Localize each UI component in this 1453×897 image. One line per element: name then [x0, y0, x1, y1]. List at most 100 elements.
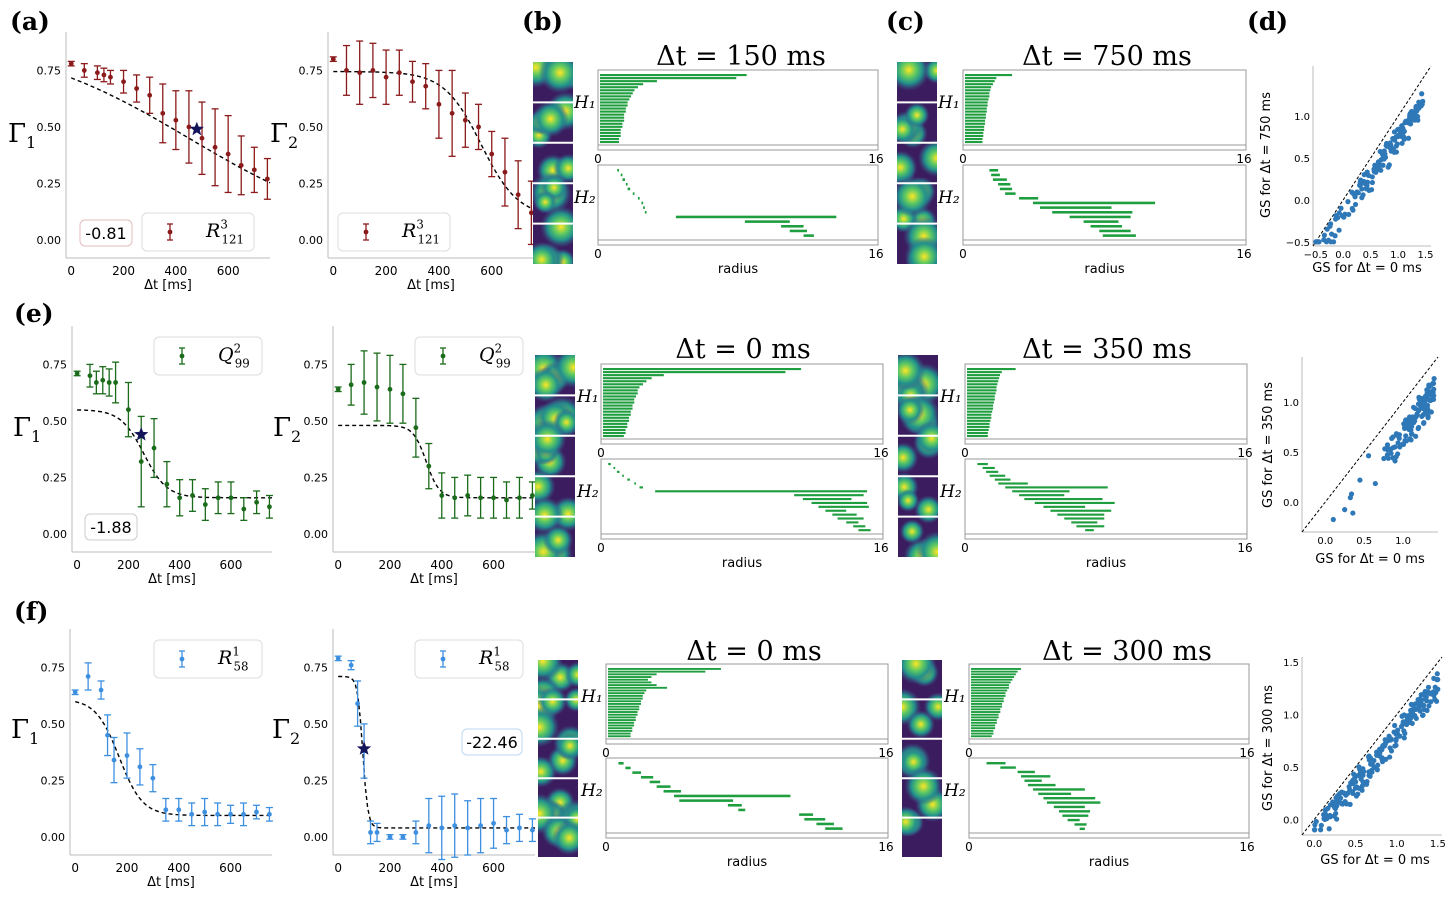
scatter-point: [1426, 703, 1432, 709]
scatter-point: [1366, 187, 1372, 193]
scatter-point: [1388, 736, 1394, 742]
tile-blob: [533, 100, 569, 138]
scatter-point: [1411, 109, 1417, 115]
h2-bar: [1000, 766, 1016, 769]
h1-bar: [603, 386, 640, 389]
y-tick-label: 0.00: [41, 831, 66, 844]
scatter-point: [1357, 477, 1363, 483]
scatter-point: [1388, 748, 1395, 754]
legend-marker-point: [440, 353, 446, 359]
data-point: [361, 380, 367, 385]
chart-e_b: Δt = 0 ms 0 16 0 16 radius H₁ H₂: [576, 334, 889, 571]
h2-bar: [1069, 215, 1131, 219]
scatter-point: [1312, 822, 1318, 828]
x-tick-label: 1.0: [1390, 250, 1406, 261]
y-axis-label: Γ1: [8, 119, 36, 152]
h1-label: H₁: [939, 387, 962, 407]
h2-frame: [968, 757, 1250, 839]
h1-xtick: 16: [873, 446, 888, 460]
chart-d1: −0.50.00.51.0−0.5 0.0 0.5 1.0 1.5GS for Δt =…: [1259, 65, 1433, 276]
h1-bar: [967, 377, 1000, 380]
h2-bar: [1046, 801, 1101, 804]
x-axis-label: Δt [ms]: [147, 875, 195, 890]
scatter-point: [1372, 163, 1378, 169]
y-tick-label: 0.0: [1283, 498, 1299, 509]
h2-bar: [738, 808, 746, 812]
h1-bar: [965, 122, 986, 125]
tile-blob: [533, 190, 557, 214]
data-point: [436, 101, 442, 107]
scatter-point: [1408, 431, 1415, 437]
radius-label: radius: [718, 262, 758, 277]
chart-a2: 0.00 0.25 0.50 0.75 0 200 400 600 Δt [ms] Γ2 R3 121: [270, 32, 535, 293]
legend-marker-point: [179, 353, 185, 359]
h2-label: H₂: [580, 781, 603, 801]
h1-bar: [608, 735, 631, 738]
h2-bar: [1083, 220, 1119, 223]
h1-bar: [967, 431, 988, 435]
h1-bar: [603, 380, 647, 383]
h2-frame: [597, 164, 879, 246]
data-point: [241, 811, 246, 817]
data-point: [108, 74, 113, 80]
data-point: [199, 135, 205, 141]
h1-bar: [967, 416, 992, 419]
h1-bar: [608, 727, 633, 730]
scatter-point: [1414, 113, 1420, 119]
scatter-point: [1397, 733, 1403, 739]
h1-bar: [971, 724, 996, 727]
star-marker: [189, 121, 204, 136]
x-tick-label: 1.0: [1395, 536, 1411, 547]
scatter-point: [1369, 179, 1375, 186]
h1-label: H₁: [573, 93, 596, 113]
legend-box: [153, 336, 263, 376]
scatter-point: [1408, 437, 1414, 443]
x-axis-label: GS for Δt = 0 ms: [1312, 261, 1422, 276]
x-tick-label: 0: [73, 558, 81, 572]
h1-bar: [967, 389, 997, 392]
data-point: [348, 382, 354, 388]
scatter-point: [1356, 764, 1362, 770]
scatter-point: [1419, 413, 1425, 420]
scatter-point: [1418, 692, 1424, 698]
data-point: [202, 809, 208, 815]
x-tick-label: 0: [71, 861, 79, 875]
scatter-point: [1347, 495, 1353, 501]
h2-bar: [656, 785, 671, 788]
h1-bar: [965, 128, 985, 131]
h1-label: H₁: [937, 93, 960, 113]
chart-f_c: Δt = 300 ms 0 16 0 16 radius H₁ H₂: [943, 636, 1255, 870]
h1-bar: [965, 107, 987, 110]
y-tick-label: 0.0: [1283, 815, 1299, 826]
h2-xtick: 16: [1236, 247, 1251, 261]
scatter-point: [1350, 790, 1356, 797]
h1-bar: [971, 670, 1018, 673]
h1-bar: [965, 95, 990, 98]
data-point: [478, 823, 484, 829]
image-tiles-c: [897, 62, 937, 264]
y-axis-label: GS for Δt = 750 ms: [1259, 92, 1274, 218]
h1-bar: [600, 134, 621, 137]
data-point: [202, 502, 208, 507]
h1-bar: [600, 131, 621, 134]
h2-frame: [600, 458, 884, 540]
h1-bar: [600, 110, 626, 113]
scatter-point: [1335, 215, 1341, 221]
h2-bar: [1019, 494, 1065, 497]
scatter-point: [1414, 412, 1420, 418]
data-point: [105, 732, 110, 738]
y-tick-label: 0.00: [299, 234, 324, 247]
scatter-point: [1401, 421, 1407, 427]
h1-bar: [967, 371, 1002, 374]
x-tick-label: 400: [430, 558, 453, 572]
scatter-point: [1419, 395, 1425, 402]
h2-bar: [622, 474, 624, 477]
h2-label: H₂: [576, 482, 599, 502]
scatter-point: [1415, 425, 1421, 432]
scatter-point: [1409, 423, 1415, 430]
data-point: [400, 834, 406, 840]
data-point: [81, 68, 87, 73]
scatter-point: [1365, 453, 1372, 459]
h2-bar: [977, 463, 988, 466]
data-point: [267, 811, 272, 817]
